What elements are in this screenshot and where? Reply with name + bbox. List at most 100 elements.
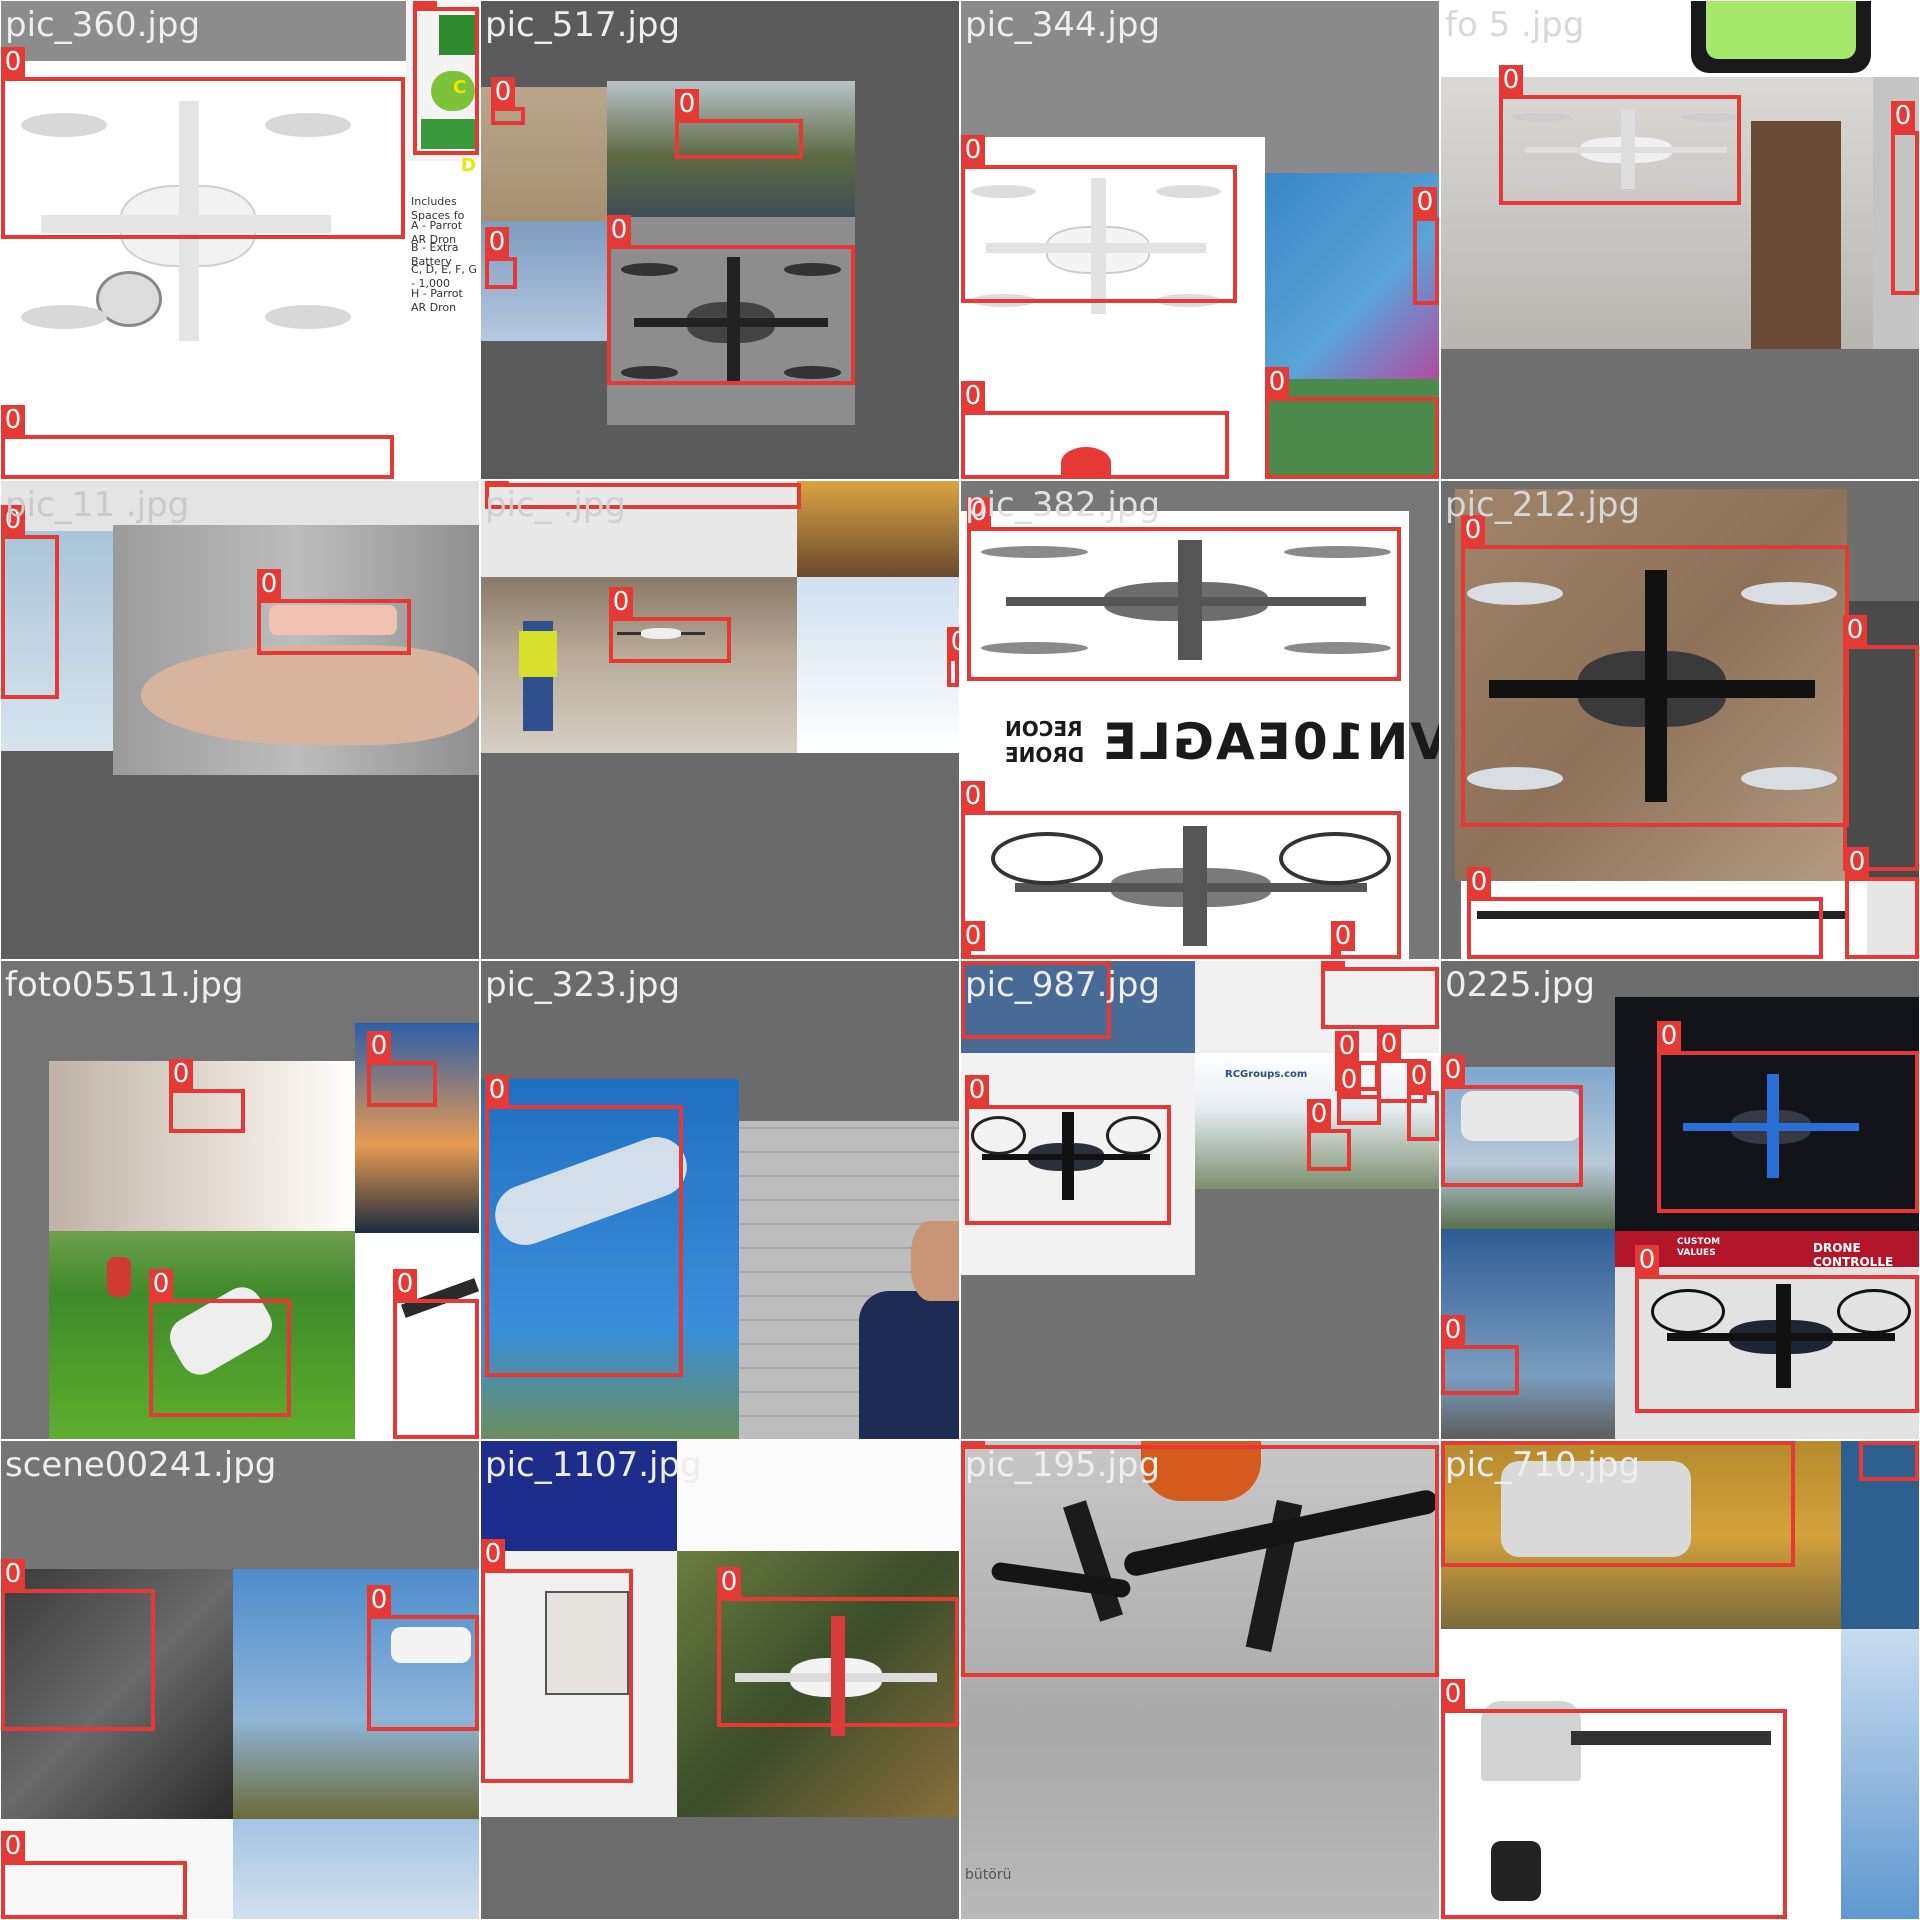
photo-patch	[481, 1079, 739, 1439]
class-tag: 0	[485, 227, 509, 257]
photo-patch	[1867, 881, 1919, 959]
tile-pic-517: pic_517.jpg 0 0 0 0	[481, 1, 959, 479]
green-part	[431, 71, 475, 111]
phone-screen	[1706, 1, 1856, 59]
class-tag: 0	[609, 587, 633, 617]
detection-box: 0	[1407, 1061, 1439, 1141]
photo-patch	[677, 1441, 959, 1551]
detection-box: 0	[1657, 1021, 1919, 1213]
detection-box: 0	[1307, 1099, 1351, 1171]
class-tag: 0	[1, 405, 25, 435]
tile-filename: pic_344.jpg	[965, 5, 1161, 45]
class-tag: 0	[717, 1567, 741, 1597]
class-tag: 0	[393, 1269, 417, 1299]
list-text: H - Parrot AR Dron	[411, 287, 463, 314]
drone-inspire-arm	[1571, 1731, 1771, 1745]
tile-filename: scene00241.jpg	[5, 1445, 277, 1485]
photo-patch	[1, 1, 406, 61]
class-tag: 0	[1413, 187, 1437, 217]
class-tag: 0	[485, 481, 509, 483]
class-tag: 0	[1657, 1021, 1681, 1051]
detection-box: 0	[1499, 65, 1741, 205]
hand	[141, 645, 479, 745]
tile-pic-1107: pic_1107.jpg 0 0	[481, 1441, 959, 1919]
drone-white	[721, 1601, 951, 1751]
drone-hexa	[1467, 541, 1837, 831]
detection-box: 0	[1461, 515, 1849, 827]
tile-pic-344: pic_344.jpg 0 0 0 0	[961, 1, 1439, 479]
person-red	[107, 1257, 131, 1297]
class-tag: 0	[1321, 961, 1345, 967]
class-tag: 0	[367, 1585, 391, 1615]
class-tag: 0	[413, 1, 437, 7]
tile-filename: pic_987.jpg	[965, 965, 1161, 1005]
class-tag: 0	[149, 1269, 173, 1299]
drone-inspire-camera	[1491, 1841, 1541, 1901]
tile-pic-195: bütörü pic_195.jpg 0	[961, 1441, 1439, 1919]
tile-filename: pic_11 .jpg	[5, 485, 190, 525]
detection-box: 0	[485, 227, 517, 289]
class-tag: 0	[1467, 867, 1491, 897]
class-tag: 0	[367, 1031, 391, 1061]
detection-box: 0	[961, 135, 1237, 303]
camera	[96, 271, 162, 327]
detection-box: 0	[1, 1831, 187, 1919]
drone-dark	[1671, 1061, 1871, 1191]
detection-box: 0	[1441, 1679, 1787, 1919]
class-tag: 0	[607, 215, 631, 245]
class-tag: 0	[257, 569, 281, 599]
list-text: A - Parrot AR Dron	[411, 219, 463, 246]
detection-box: 0	[1, 405, 394, 479]
class-tag: 0	[1377, 1029, 1401, 1059]
tile-filename: pic_323.jpg	[485, 965, 681, 1005]
tile-filename: pic_ .jpg	[485, 485, 626, 525]
green-part	[439, 15, 475, 55]
box-product	[545, 1591, 629, 1695]
tile-filename: pic_1107.jpg	[485, 1445, 702, 1485]
detection-box: 0	[675, 89, 803, 159]
detection-box: 0	[485, 1075, 683, 1377]
drone-guarded	[1651, 1271, 1911, 1401]
tile-filename: pic_517.jpg	[485, 5, 681, 45]
photo-patch	[1, 481, 479, 531]
drone-white	[21, 71, 351, 371]
detection-box: 0	[967, 497, 1401, 681]
tile-filename: 0225.jpg	[1445, 965, 1595, 1005]
class-tag: 0	[485, 1075, 509, 1105]
detection-box: 0	[1441, 1055, 1583, 1187]
green-part	[421, 119, 475, 149]
tile-filename: pic_195.jpg	[965, 1445, 1161, 1485]
photo-patch	[49, 1061, 355, 1231]
detection-box: 0	[257, 569, 411, 655]
tile-filename: pic_382.jpg	[965, 485, 1161, 525]
tile-pic-11: pic_11 .jpg 0 0	[1, 481, 479, 959]
detection-box: 0	[1337, 1065, 1381, 1125]
detection-box: 0	[1441, 1315, 1519, 1395]
drone-black	[621, 241, 841, 401]
tile-pic-987: RCGroups.com pic_987.jpg 0 0 0 0 0 0 0 0	[961, 961, 1439, 1439]
tile-filename: pic_212.jpg	[1445, 485, 1641, 525]
class-tag: 0	[1461, 515, 1485, 545]
photo-patch	[1841, 1441, 1919, 1629]
detection-box: 0	[149, 1269, 291, 1417]
detection-box: 0	[1635, 1245, 1919, 1413]
photo-patch	[797, 481, 959, 577]
photo-patch	[1265, 173, 1439, 379]
class-tag: 0	[1499, 65, 1523, 95]
class-tag: 0	[961, 1441, 985, 1445]
detection-box: 0	[607, 215, 855, 385]
tile-filename: pic_710.jpg	[1445, 1445, 1641, 1485]
detection-box: 0	[965, 1075, 1171, 1225]
detection-box: 0	[1891, 101, 1919, 295]
class-tag: 0	[491, 77, 515, 107]
list-text: C, D, E, F, G - 1,000	[411, 263, 477, 290]
class-tag: 0	[1, 1831, 25, 1861]
detection-box: 0	[481, 1539, 633, 1783]
photo-patch	[481, 481, 797, 577]
photo-patch	[797, 577, 959, 753]
drone-guarded	[971, 1101, 1161, 1211]
person	[859, 1291, 959, 1439]
class-tag: 0	[961, 921, 985, 951]
photo-patch	[481, 1441, 677, 1551]
detection-box: 0	[1467, 867, 1823, 959]
